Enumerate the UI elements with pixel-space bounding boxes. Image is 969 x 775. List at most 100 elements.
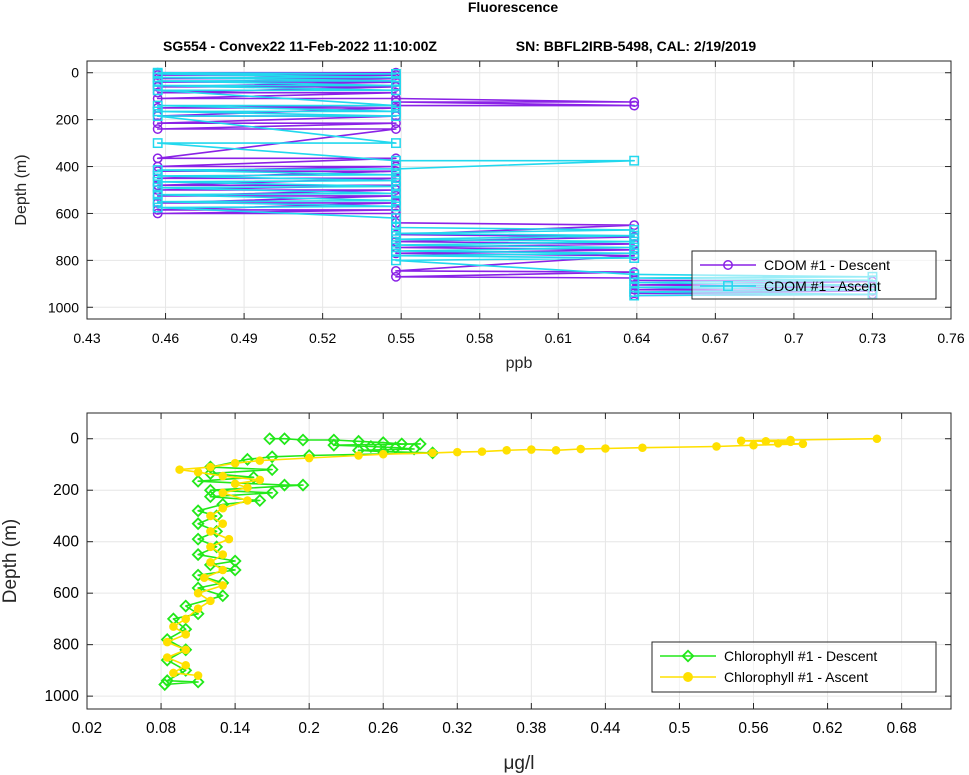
x-tick-label: 0.26 (368, 720, 398, 737)
data-point (428, 448, 437, 458)
data-point (218, 503, 228, 513)
data-point (629, 236, 640, 247)
data-point (761, 437, 771, 446)
data-point (216, 589, 230, 603)
data-point (191, 675, 205, 689)
data-point (390, 228, 401, 239)
legend: Chlorophyll #1 - Descent Chlorophyll #1 -… (651, 641, 937, 693)
data-point (218, 488, 228, 498)
data-point (253, 493, 267, 508)
data-point (390, 271, 401, 282)
cdom-depth-plot: 0.43 0.46 0.49 0.52 0.55 0.58 0.61 0.64 0.67 0.7 0… (13, 60, 965, 372)
data-point (390, 201, 401, 212)
x-tick-label: 0.61 (545, 330, 572, 346)
data-point (228, 563, 242, 577)
data-point (390, 106, 401, 117)
data-point (203, 466, 217, 481)
series-line-ascent (156, 71, 874, 297)
x-tick-label: 0.43 (73, 330, 100, 346)
data-point (179, 663, 193, 677)
data-point (152, 170, 163, 181)
data-point (193, 671, 203, 680)
data-point (152, 124, 163, 134)
data-point (390, 138, 401, 149)
data-point (203, 490, 217, 504)
x-axis-label: ppb (506, 355, 533, 372)
legend-marker (723, 260, 733, 270)
data-point (191, 517, 205, 531)
x-tick-label: 0.5 (669, 720, 691, 737)
data-point (203, 483, 217, 497)
y-axis-label: Depth (m) (13, 154, 30, 225)
x-tick-label: 0.32 (442, 720, 472, 737)
data-point (152, 67, 163, 78)
x-tick-label: 0.73 (859, 330, 886, 346)
data-point (152, 182, 163, 193)
data-point (296, 478, 310, 492)
chlorophyll-depth-plot: 0.02 0.08 0.14 0.2 0.26 0.32 0.38 0.44 0.5 0.56 0.… (0, 412, 952, 774)
data-point (304, 453, 314, 463)
y-tick-label: 200 (56, 112, 80, 128)
y-tick-label: 800 (56, 252, 80, 268)
figure-title: Fluorescence (468, 0, 558, 15)
data-point (390, 100, 401, 111)
y-tick-label: 600 (53, 585, 79, 602)
x-tick-label: 0.14 (220, 720, 251, 737)
data-point (206, 462, 215, 472)
axes-box (86, 60, 952, 320)
data-point (364, 439, 378, 453)
data-point (206, 596, 215, 606)
x-tick-label: 0.2 (298, 720, 320, 737)
data-point (162, 653, 172, 662)
data-point (551, 446, 561, 455)
data-point (169, 622, 178, 631)
legend-box (691, 250, 937, 300)
x-tick-label: 0.02 (72, 720, 102, 737)
legend: CDOM #1 - Descent CDOM #1 - Ascent (691, 250, 937, 300)
series-group (158, 432, 882, 692)
x-tick-label: 0.46 (152, 330, 179, 346)
data-point (736, 436, 746, 446)
data-point (638, 443, 647, 453)
data-point (390, 246, 401, 256)
data-point (152, 138, 163, 149)
data-point (277, 478, 292, 492)
data-point (277, 432, 292, 446)
data-point (169, 668, 178, 678)
data-point (191, 504, 205, 518)
legend-marker (723, 281, 733, 291)
figure-subtitle-left: SG554 - Convex22 11-Feb-2022 11:10:00Z (163, 38, 437, 54)
data-point (390, 68, 401, 79)
y-tick-label: 400 (56, 159, 80, 175)
data-point (390, 169, 401, 180)
data-point (158, 678, 172, 692)
data-point (390, 155, 401, 166)
data-point (255, 475, 265, 485)
legend-marker (683, 672, 693, 682)
data-point (378, 449, 388, 459)
data-point (296, 433, 310, 447)
data-point (376, 436, 390, 450)
x-tick-label: 0.38 (516, 720, 546, 737)
data-point (629, 269, 640, 280)
data-point (352, 434, 366, 448)
y-tick-label: 1000 (45, 688, 80, 705)
data-point (629, 242, 640, 253)
data-point (263, 432, 277, 446)
axes-box (86, 412, 952, 710)
data-point (175, 465, 184, 474)
legend-label: CDOM #1 - Ascent (764, 278, 881, 294)
data-point (191, 548, 205, 562)
data-point (228, 554, 242, 568)
x-tick-label: 0.68 (887, 720, 917, 737)
data-point (629, 224, 640, 235)
data-point (181, 614, 191, 624)
x-axis-label: μg/l (503, 753, 534, 774)
legend-label: CDOM #1 - Descent (764, 257, 890, 273)
x-tick-label: 0.64 (623, 330, 650, 346)
data-point (629, 248, 640, 259)
y-tick-label: 0 (71, 65, 79, 81)
data-point (243, 483, 252, 492)
data-point (773, 439, 783, 448)
data-point (240, 452, 254, 466)
